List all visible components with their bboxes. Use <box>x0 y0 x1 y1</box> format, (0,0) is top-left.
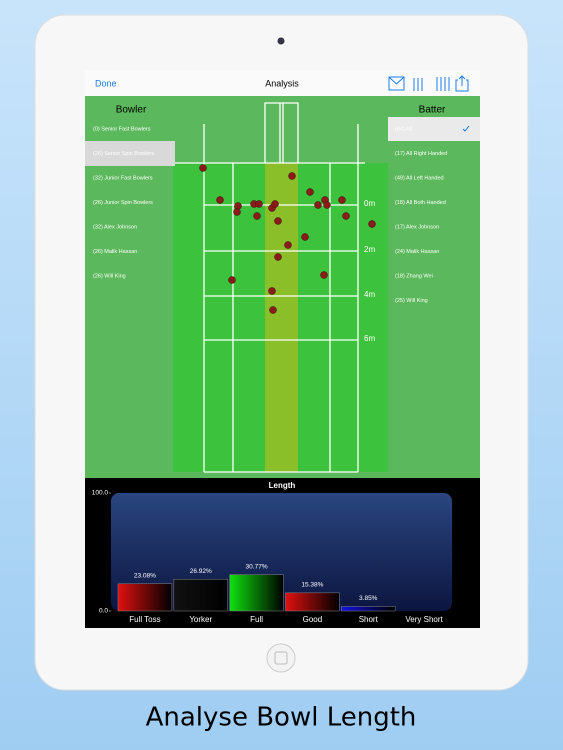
bowler-item: (26) Junior Spin Bowlers <box>93 200 153 206</box>
batter-item: (17) Alex Johnson <box>395 224 439 230</box>
distance-label: 2m <box>364 245 375 254</box>
y-tick-label: 0.0 <box>99 608 108 615</box>
bowler-item: (32) Junior Fast Bowlers <box>93 175 153 181</box>
camera <box>277 37 285 45</box>
caption: Analyse Bowl Length <box>146 703 417 733</box>
chart-title: Length <box>269 481 296 490</box>
batter-selected <box>388 117 480 141</box>
bar <box>117 583 173 612</box>
x-tick-label: Very Short <box>405 615 443 624</box>
value-label: 23.08% <box>134 572 156 579</box>
bowler-item: (26) Malik Hassan <box>93 249 137 255</box>
batter-item: (18) Zhang Wei <box>395 273 433 279</box>
value-label: 26.92% <box>190 568 212 575</box>
balls <box>199 164 376 314</box>
batter-item: (18) All Both Handed <box>395 200 446 206</box>
nav-icons[interactable] <box>388 75 469 92</box>
batter-item: (17) All Right Handed <box>395 151 447 157</box>
bowler-item: (0) Senior Fast Bowlers <box>93 126 151 132</box>
x-tick-label: Short <box>359 615 379 624</box>
bar <box>285 592 340 612</box>
bowler-item: (32) Alex Johnson <box>93 224 137 230</box>
value-label: 30.77% <box>246 563 268 570</box>
batter-heading: Batter <box>419 105 446 116</box>
distance-label: 0m <box>364 199 375 208</box>
x-tick-label: Full <box>250 615 263 624</box>
bar <box>341 606 396 612</box>
batter-item: (25) Will King <box>395 298 428 304</box>
done-button[interactable]: Done <box>95 78 117 88</box>
x-tick-label: Yorker <box>189 615 212 624</box>
bowler-selected <box>85 141 175 166</box>
home-button[interactable] <box>266 643 296 673</box>
batter-item: (49) All Left Handed <box>395 175 444 181</box>
bowler-item: (26) Will King <box>93 273 126 279</box>
x-tick-label: Good <box>303 615 323 624</box>
nav-title: Analysis <box>265 78 299 88</box>
checkmark <box>462 125 470 132</box>
distance-label: 6m <box>364 334 375 343</box>
bar <box>173 578 228 612</box>
x-tick-label: Full Toss <box>129 615 160 624</box>
batter-item: (24) Malik Hassan <box>395 249 439 255</box>
value-label: 3.85% <box>359 595 378 602</box>
distance-label: 4m <box>364 290 375 299</box>
bowler-item: (26) Senior Spin Bowlers <box>93 151 154 157</box>
pitch-lines <box>173 102 365 473</box>
value-label: 15.38% <box>301 582 323 589</box>
home-icon <box>274 651 288 665</box>
batter-item: (84) All <box>395 126 412 132</box>
y-tick-label: 100.0 <box>92 490 109 497</box>
bowler-heading: Bowler <box>116 105 147 116</box>
pitch-strip <box>265 163 298 472</box>
bar <box>229 574 284 612</box>
